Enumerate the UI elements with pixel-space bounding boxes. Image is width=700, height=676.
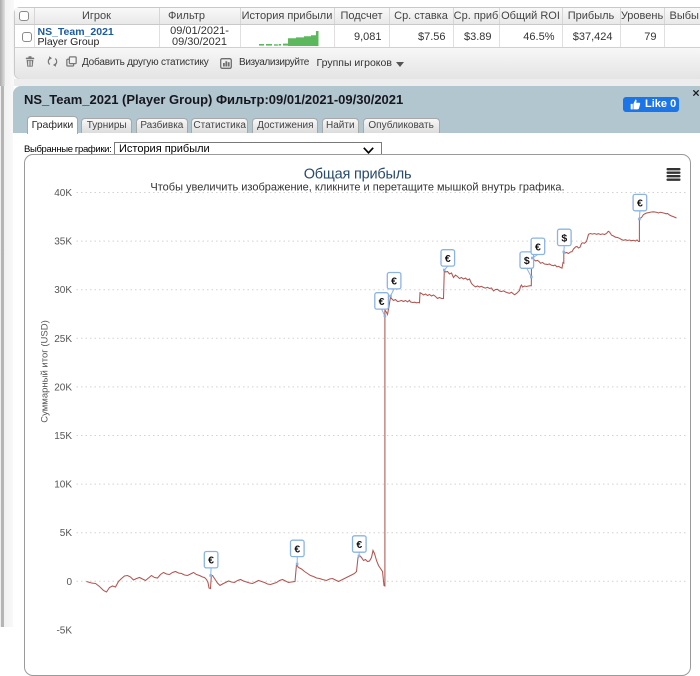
svg-text:Общая прибыль: Общая прибыль — [304, 166, 412, 182]
svg-text:15K: 15K — [54, 431, 72, 442]
svg-text:€: € — [391, 275, 397, 287]
svg-text:€: € — [356, 539, 362, 551]
svg-text:Суммарный итог (USD): Суммарный итог (USD) — [40, 320, 51, 422]
svg-text:Чтобы увеличить изображение, к: Чтобы увеличить изображение, кликните и … — [150, 181, 564, 193]
svg-text:30K: 30K — [54, 285, 72, 296]
svg-text:$: $ — [561, 232, 567, 244]
svg-text:€: € — [294, 543, 300, 555]
svg-text:25K: 25K — [54, 333, 72, 344]
svg-text:€: € — [637, 197, 643, 209]
svg-text:0: 0 — [66, 576, 72, 587]
svg-text:5K: 5K — [60, 528, 73, 539]
svg-text:€: € — [208, 554, 214, 566]
svg-text:10K: 10K — [54, 479, 72, 490]
svg-text:35K: 35K — [54, 236, 72, 247]
svg-text:€: € — [535, 241, 541, 253]
svg-text:€: € — [379, 295, 385, 307]
svg-text:20K: 20K — [54, 382, 72, 393]
svg-text:40K: 40K — [54, 188, 72, 199]
svg-text:$: $ — [524, 255, 530, 267]
svg-text:€: € — [445, 252, 451, 264]
